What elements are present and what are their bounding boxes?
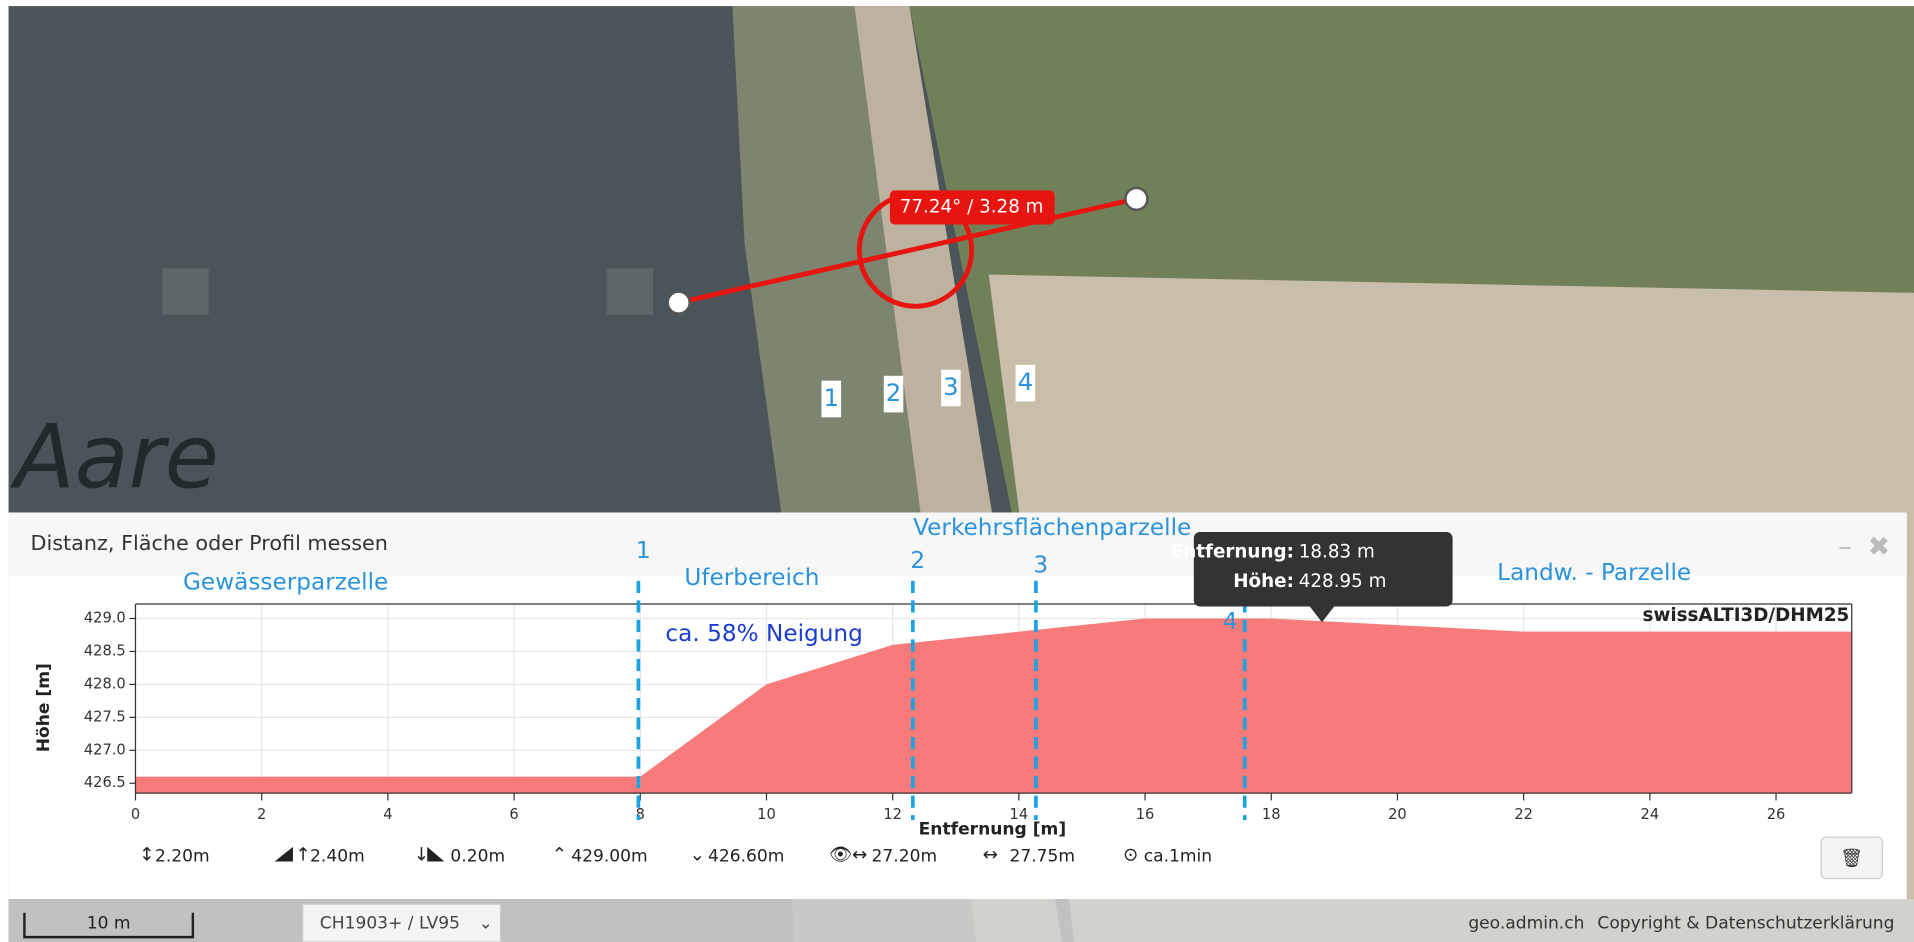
frame: [0, 0, 9, 942]
x-tick-label: 20: [1388, 806, 1407, 823]
stat-value: 426.60m: [708, 847, 784, 867]
x-tick-label: 26: [1767, 806, 1786, 823]
x-tick-label: 18: [1262, 806, 1281, 823]
marker-label: 2: [910, 547, 925, 574]
scale-label: 10 m: [87, 914, 131, 934]
site-link[interactable]: geo.admin.ch: [1468, 914, 1584, 934]
x-tick-label: 8: [636, 806, 645, 823]
marker-label: 3: [1033, 552, 1048, 579]
x-tick-label: 10: [757, 806, 776, 823]
map-number: 1: [824, 383, 840, 412]
tooltip-value: 428.95 m: [1299, 571, 1387, 592]
y-tick-label: 428.0: [84, 675, 126, 692]
close-button[interactable]: ✖: [1868, 531, 1890, 562]
tooltip-value: 18.83 m: [1299, 542, 1375, 563]
region-label: ca. 58% Neigung: [665, 620, 862, 647]
map-number: 4: [1018, 367, 1034, 396]
x-tick-label: 2: [257, 806, 266, 823]
stat-value: 429.00m: [571, 847, 647, 867]
map-button[interactable]: [607, 268, 653, 314]
map-number: 3: [943, 372, 959, 401]
stat-value: ca.1min: [1144, 847, 1212, 867]
tooltip-label: Höhe:: [1233, 571, 1294, 592]
x-tick-label: 16: [1136, 806, 1155, 823]
y-tick-label: 427.0: [84, 741, 126, 758]
page: {"map": {"place_label": "Aare", "measure…: [0, 0, 1914, 942]
measure-label: 77.24° / 3.28 m: [900, 196, 1044, 217]
region-label: Gewässerparzelle: [183, 569, 388, 596]
x-tick-label: 0: [131, 806, 140, 823]
x-tick-label: 24: [1641, 806, 1660, 823]
marker-label: 1: [636, 537, 651, 564]
projection-label: CH1903+ / LV95: [320, 914, 460, 934]
region-label: Uferbereich: [684, 564, 819, 591]
stat-value: 2.40m: [310, 847, 365, 867]
frame: [0, 0, 1914, 6]
region-label: Landw. - Parzelle: [1497, 559, 1691, 586]
stat-value: 27.20m: [872, 847, 938, 867]
svg-text:👁↔: 👁↔: [829, 844, 868, 865]
x-tick-label: 22: [1514, 806, 1533, 823]
svg-text:↓: ↓: [414, 844, 429, 865]
measure-point[interactable]: [1125, 188, 1147, 210]
y-tick-label: 426.5: [84, 774, 126, 791]
stat-value: 27.75m: [1009, 847, 1075, 867]
marker-label: 4: [1223, 608, 1238, 635]
stat-value: 0.20m: [450, 847, 505, 867]
place-label: Aare: [10, 406, 219, 509]
minimize-button[interactable]: –: [1838, 531, 1851, 562]
y-tick-label: 429.0: [84, 610, 126, 627]
stat-value: 2.20m: [155, 847, 210, 867]
svg-text:↕: ↕: [139, 844, 154, 865]
x-tick-label: 4: [383, 806, 392, 823]
tooltip-label: Entfernung:: [1171, 542, 1294, 563]
copyright-link[interactable]: Copyright & Datenschutzerklärung: [1597, 914, 1894, 934]
svg-text:⊙: ⊙: [1123, 844, 1138, 865]
svg-text:⌄: ⌄: [690, 844, 705, 865]
delete-icon: 🗑: [1840, 848, 1863, 869]
y-axis-label: Höhe [m]: [34, 663, 54, 752]
dropdown-arrow: ⌄: [479, 914, 493, 934]
svg-text:↔: ↔: [983, 844, 998, 865]
x-tick-label: 6: [509, 806, 518, 823]
source-label: swissALTI3D/DHM25: [1643, 605, 1850, 626]
y-tick-label: 428.5: [84, 642, 126, 659]
map-button[interactable]: [162, 268, 208, 314]
screen: Aare 77.24° / 3.28 m 1234 Distanz, Fläch…: [0, 0, 1914, 942]
map-number: 2: [886, 378, 902, 407]
x-tick-label: 12: [883, 806, 902, 823]
region-label: Verkehrsflächenparzelle: [913, 514, 1191, 541]
y-tick-label: 427.5: [84, 708, 126, 725]
panel-title: Distanz, Fläche oder Profil messen: [31, 531, 388, 555]
svg-text:↑: ↑: [295, 844, 310, 865]
measure-point[interactable]: [668, 292, 690, 314]
svg-text:⌃: ⌃: [552, 844, 567, 865]
x-axis-label: Entfernung [m]: [919, 820, 1067, 840]
